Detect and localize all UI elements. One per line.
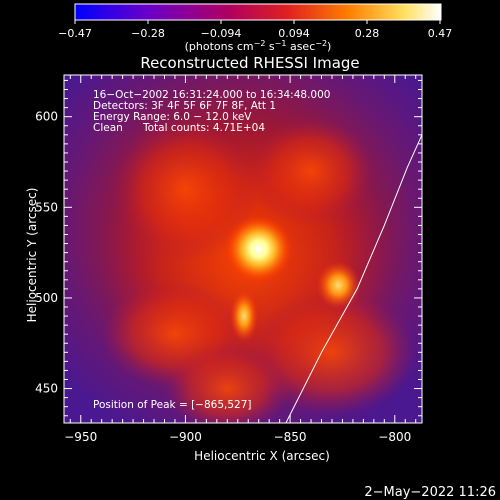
chart-title: Reconstructed RHESSI Image <box>140 54 359 72</box>
emission-peak <box>230 290 259 343</box>
diffuse-emission <box>164 343 291 423</box>
x-tick-label: −800 <box>378 430 411 444</box>
info-detectors: Detectors: 3F 4F 5F 6F 7F 8F, Att 1 <box>93 100 276 112</box>
emission-peak <box>316 261 361 310</box>
x-tick-label: −900 <box>169 430 202 444</box>
colorbar-tick-label: 0.47 <box>428 27 453 40</box>
info-total-counts: Total counts: 4.71E+04 <box>142 122 265 134</box>
y-tick-label: 500 <box>35 291 58 305</box>
y-axis-label: Heliocentric Y (arcsec) <box>25 188 39 323</box>
info-method: Clean <box>93 122 123 134</box>
colorbar-tick-label: −0.47 <box>58 27 92 40</box>
x-tick-label: −950 <box>64 430 97 444</box>
colorbar-units: (photons cm−2 s−1 asec−2) <box>185 39 332 53</box>
colorbar-tick-label: 0.094 <box>278 27 310 40</box>
y-tick-label: 600 <box>35 110 58 124</box>
info-time-range: 16−Oct−2002 16:31:24.000 to 16:34:48.000 <box>93 89 330 101</box>
colorbar-tick-label: −0.094 <box>201 27 242 40</box>
peak-position: Position of Peak = [−865,527] <box>93 399 252 411</box>
diffuse-emission <box>247 289 416 416</box>
footer-timestamp: 2−May−2022 11:26 <box>364 485 496 500</box>
x-tick-label: −850 <box>274 430 307 444</box>
heatmap-image <box>64 75 422 423</box>
diffuse-emission <box>111 117 259 262</box>
diffuse-emission <box>248 117 375 226</box>
colorbar-tick-label: 0.28 <box>355 27 380 40</box>
y-axis: 450 500 550 600 <box>35 79 422 417</box>
solar-limb-curve <box>285 134 422 423</box>
colorbar-gradient <box>74 3 442 21</box>
colorbar-tick-label: −0.28 <box>131 27 165 40</box>
x-axis: −950 −900 −850 −800 <box>64 75 417 444</box>
x-axis-label: Heliocentric X (arcsec) <box>194 449 330 463</box>
plot-frame <box>63 74 423 424</box>
colorbar-ticks <box>74 20 441 24</box>
emission-peak <box>224 215 293 283</box>
y-tick-label: 550 <box>35 200 58 214</box>
y-tick-label: 450 <box>35 382 58 396</box>
info-energy-range: Energy Range: 6.0 − 12.0 keV <box>93 111 252 123</box>
